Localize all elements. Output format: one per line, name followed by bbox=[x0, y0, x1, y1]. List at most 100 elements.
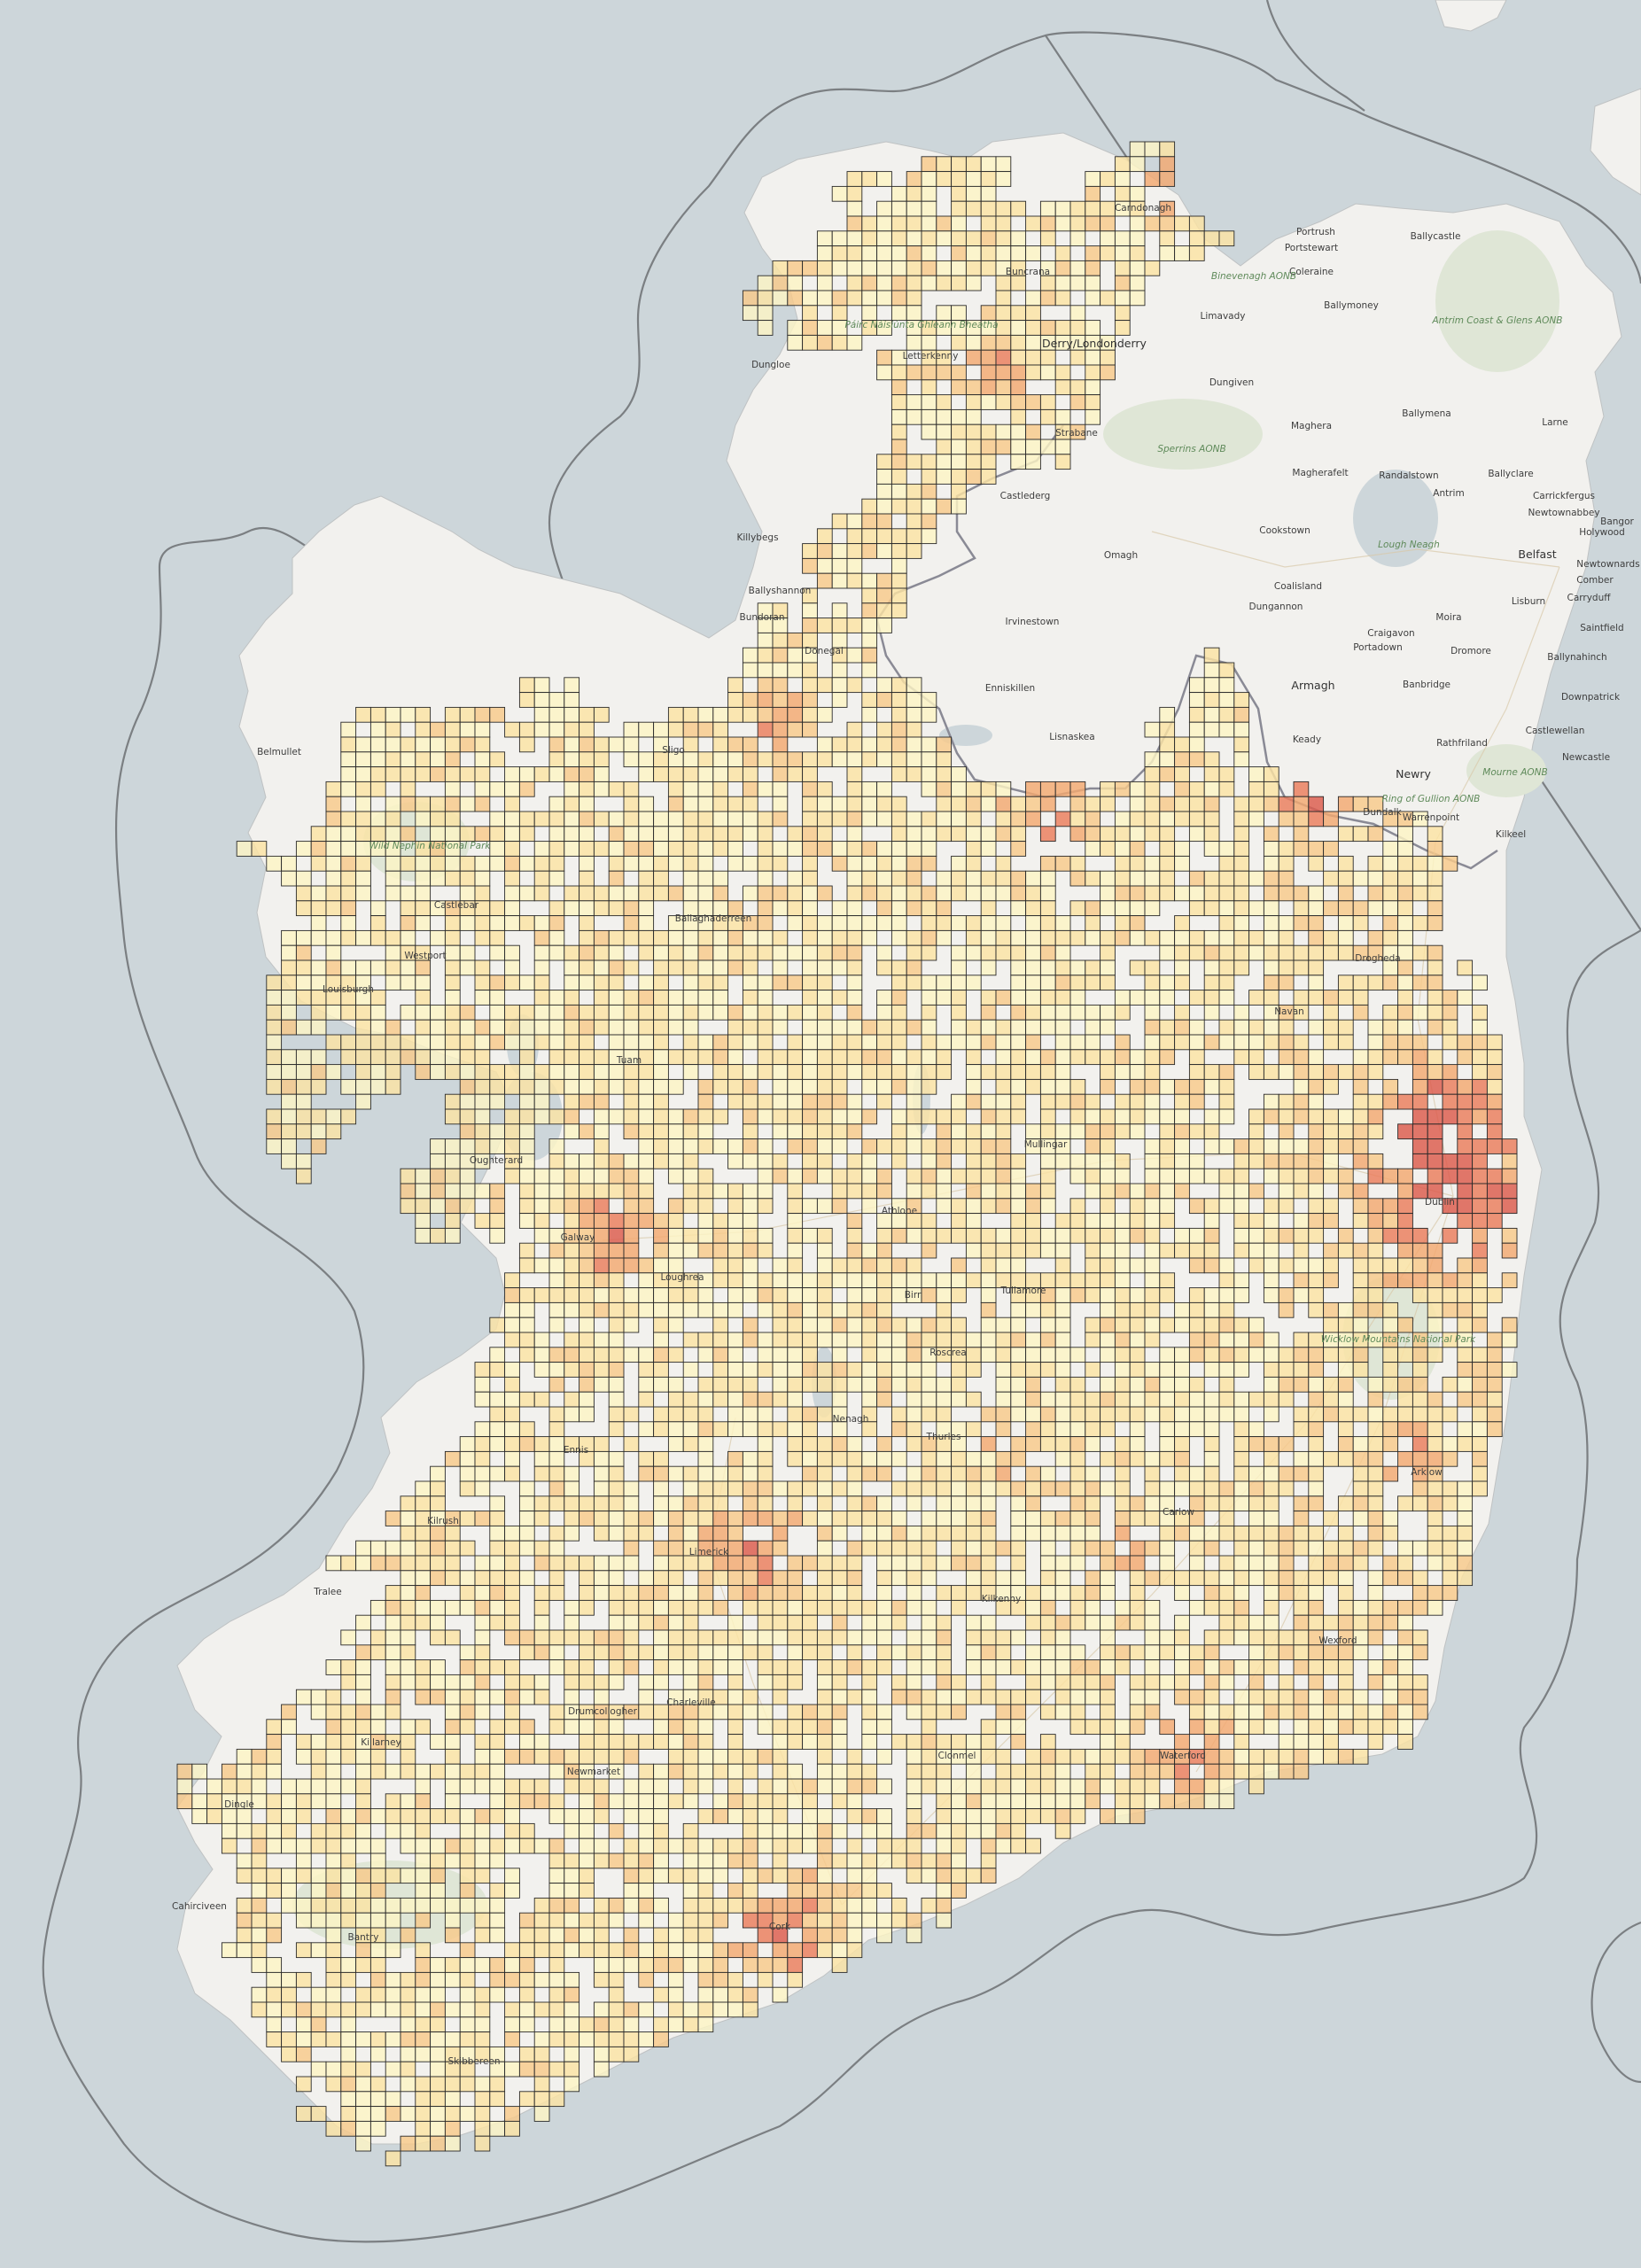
grid-cell[interactable] bbox=[415, 1183, 432, 1200]
grid-cell[interactable] bbox=[1323, 1719, 1339, 1736]
grid-cell[interactable] bbox=[504, 1540, 520, 1557]
grid-cell[interactable] bbox=[1114, 1793, 1131, 1810]
grid-cell[interactable] bbox=[861, 1629, 878, 1646]
grid-cell[interactable] bbox=[936, 305, 953, 322]
grid-cell[interactable] bbox=[1263, 1480, 1279, 1497]
grid-cell[interactable] bbox=[1412, 1034, 1428, 1051]
grid-cell[interactable] bbox=[281, 1153, 297, 1169]
grid-cell[interactable] bbox=[831, 841, 848, 857]
grid-cell[interactable] bbox=[518, 1391, 535, 1408]
grid-cell[interactable] bbox=[906, 1078, 922, 1095]
grid-cell[interactable] bbox=[1382, 1674, 1399, 1690]
grid-cell[interactable] bbox=[1337, 1123, 1354, 1140]
grid-cell[interactable] bbox=[890, 557, 907, 574]
grid-cell[interactable] bbox=[1367, 885, 1384, 902]
grid-cell[interactable] bbox=[936, 1883, 953, 1899]
grid-cell[interactable] bbox=[1218, 1793, 1235, 1810]
grid-cell[interactable] bbox=[1203, 1763, 1220, 1780]
grid-cell[interactable] bbox=[1427, 1421, 1443, 1438]
grid-cell[interactable] bbox=[593, 736, 610, 753]
grid-cell[interactable] bbox=[1085, 1034, 1101, 1051]
grid-cell[interactable] bbox=[1293, 1644, 1310, 1661]
grid-cell[interactable] bbox=[980, 1004, 997, 1021]
grid-cell[interactable] bbox=[846, 1763, 863, 1780]
grid-cell[interactable] bbox=[965, 1272, 982, 1289]
grid-cell[interactable] bbox=[1263, 1391, 1279, 1408]
grid-cell[interactable] bbox=[1025, 1465, 1041, 1482]
grid-cell[interactable] bbox=[890, 498, 907, 515]
grid-cell[interactable] bbox=[1039, 320, 1056, 336]
grid-cell[interactable] bbox=[1337, 1391, 1354, 1408]
grid-cell[interactable] bbox=[965, 826, 982, 843]
grid-cell[interactable] bbox=[653, 1570, 669, 1587]
grid-cell[interactable] bbox=[400, 1049, 416, 1066]
grid-cell[interactable] bbox=[1263, 1599, 1279, 1616]
grid-cell[interactable] bbox=[921, 1719, 937, 1736]
grid-cell[interactable] bbox=[980, 1659, 997, 1675]
grid-cell[interactable] bbox=[802, 721, 818, 738]
grid-cell[interactable] bbox=[936, 1227, 953, 1244]
grid-cell[interactable] bbox=[906, 692, 922, 708]
grid-cell[interactable] bbox=[965, 1614, 982, 1631]
grid-cell[interactable] bbox=[712, 766, 729, 782]
grid-cell[interactable] bbox=[593, 1019, 610, 1036]
grid-cell[interactable] bbox=[295, 1793, 312, 1810]
grid-cell[interactable] bbox=[176, 1763, 193, 1780]
grid-cell[interactable] bbox=[906, 1822, 922, 1839]
grid-cell[interactable] bbox=[593, 1748, 610, 1765]
grid-cell[interactable] bbox=[1069, 1406, 1086, 1423]
grid-cell[interactable] bbox=[1085, 275, 1101, 291]
grid-cell[interactable] bbox=[906, 334, 922, 351]
grid-cell[interactable] bbox=[667, 1301, 684, 1318]
grid-cell[interactable] bbox=[936, 766, 953, 782]
grid-cell[interactable] bbox=[667, 1868, 684, 1884]
grid-cell[interactable] bbox=[459, 1837, 476, 1854]
grid-cell[interactable] bbox=[742, 1763, 758, 1780]
grid-cell[interactable] bbox=[1025, 1599, 1041, 1616]
grid-cell[interactable] bbox=[325, 1719, 342, 1736]
grid-cell[interactable] bbox=[1129, 1049, 1146, 1066]
grid-cell[interactable] bbox=[921, 1242, 937, 1259]
grid-cell[interactable] bbox=[281, 990, 297, 1006]
grid-cell[interactable] bbox=[1100, 1257, 1116, 1274]
grid-cell[interactable] bbox=[1367, 1436, 1384, 1452]
grid-cell[interactable] bbox=[623, 1644, 640, 1661]
grid-cell[interactable] bbox=[1263, 990, 1279, 1006]
grid-cell[interactable] bbox=[861, 1019, 878, 1036]
grid-cell[interactable] bbox=[1010, 929, 1027, 946]
grid-cell[interactable] bbox=[623, 915, 640, 931]
grid-cell[interactable] bbox=[965, 423, 982, 440]
grid-cell[interactable] bbox=[876, 990, 892, 1006]
grid-cell[interactable] bbox=[906, 1868, 922, 1884]
grid-cell[interactable] bbox=[369, 1852, 386, 1869]
grid-cell[interactable] bbox=[504, 1837, 520, 1854]
grid-cell[interactable] bbox=[1278, 1153, 1295, 1169]
grid-cell[interactable] bbox=[1129, 1719, 1146, 1736]
grid-cell[interactable] bbox=[430, 1868, 446, 1884]
grid-cell[interactable] bbox=[1144, 855, 1161, 872]
grid-cell[interactable] bbox=[1308, 1436, 1325, 1452]
grid-cell[interactable] bbox=[682, 1912, 699, 1929]
grid-cell[interactable] bbox=[430, 751, 446, 768]
grid-cell[interactable] bbox=[1159, 870, 1176, 887]
grid-cell[interactable] bbox=[1278, 855, 1295, 872]
grid-cell[interactable] bbox=[1263, 1227, 1279, 1244]
grid-cell[interactable] bbox=[876, 1778, 892, 1795]
grid-cell[interactable] bbox=[1293, 1153, 1310, 1169]
grid-cell[interactable] bbox=[1010, 1495, 1027, 1512]
grid-cell[interactable] bbox=[667, 1421, 684, 1438]
grid-cell[interactable] bbox=[444, 1778, 461, 1795]
grid-cell[interactable] bbox=[1069, 975, 1086, 991]
grid-cell[interactable] bbox=[518, 1629, 535, 1646]
grid-cell[interactable] bbox=[890, 736, 907, 753]
grid-cell[interactable] bbox=[802, 305, 818, 322]
grid-cell[interactable] bbox=[1472, 1480, 1488, 1497]
grid-cell[interactable] bbox=[1352, 1242, 1369, 1259]
grid-cell[interactable] bbox=[682, 1242, 699, 1259]
grid-cell[interactable] bbox=[325, 929, 342, 946]
grid-cell[interactable] bbox=[593, 1227, 610, 1244]
grid-cell[interactable] bbox=[995, 855, 1012, 872]
grid-cell[interactable] bbox=[1025, 1391, 1041, 1408]
grid-cell[interactable] bbox=[1218, 1555, 1235, 1572]
grid-cell[interactable] bbox=[400, 1808, 416, 1824]
